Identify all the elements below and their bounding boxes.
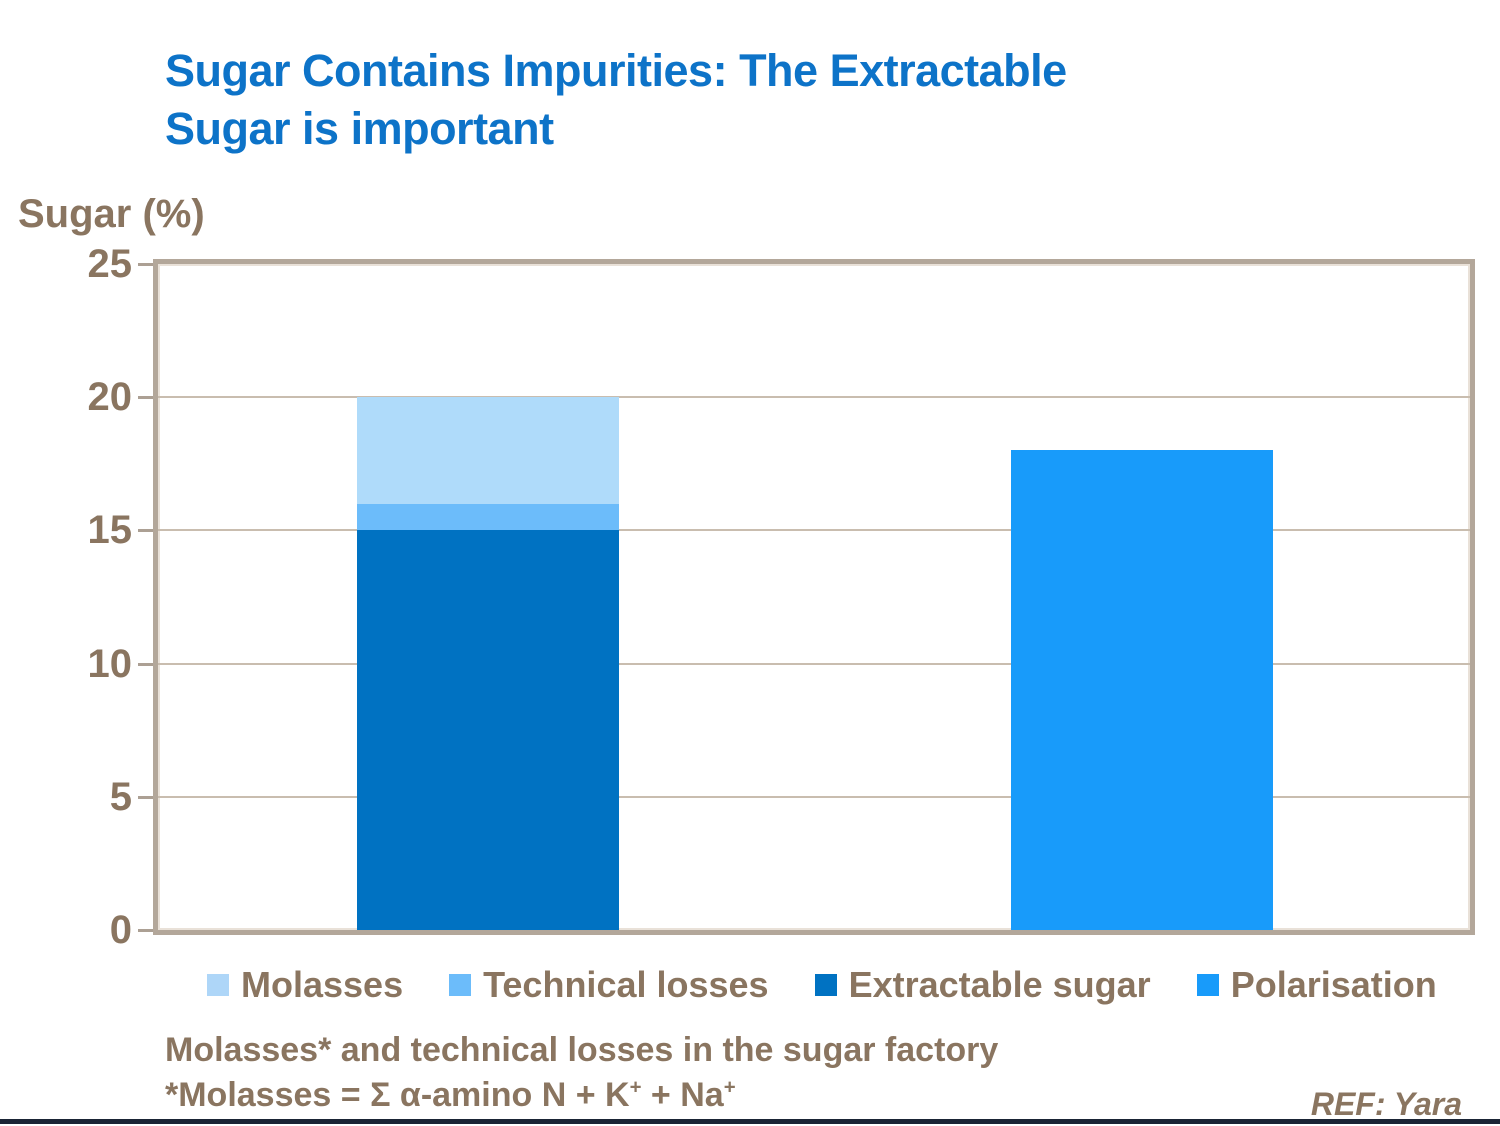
legend-swatch-molasses (207, 974, 229, 996)
y-axis-label: Sugar (%) (18, 192, 205, 236)
legend-label: Molasses (241, 964, 404, 1005)
footnote-line2: *Molasses = Σ α-amino N + K+ + Na+ (165, 1073, 998, 1118)
y-tick-mark-20 (138, 396, 153, 400)
slide-title-line2: Sugar is important (165, 102, 554, 154)
y-tick-label-10: 10 (87, 641, 133, 686)
footnote: Molasses* and technical losses in the su… (165, 1028, 998, 1118)
plot-area (153, 259, 1475, 935)
gridline-15 (158, 529, 1470, 532)
y-tick-mark-0 (138, 929, 153, 932)
bottom-accent-bar (0, 1119, 1500, 1124)
footnote-line1: Molasses* and technical losses in the su… (165, 1031, 999, 1069)
bar-polarisation (1011, 450, 1273, 930)
legend-swatch-extractable-sugar (814, 974, 837, 996)
slide-title: Sugar Contains Impurities: The Extractab… (165, 42, 1345, 157)
y-tick-label-5: 5 (109, 774, 132, 819)
legend-label: Extractable sugar (848, 964, 1151, 1005)
legend-swatch-polarisation (1196, 974, 1219, 996)
legend: Molasses Technical losses Extractable suga… (207, 964, 1437, 1006)
legend-label: Technical losses (483, 964, 769, 1005)
y-tick-label-15: 15 (87, 508, 133, 553)
y-tick-label-0: 0 (109, 908, 132, 952)
y-tick-mark-25 (138, 263, 153, 266)
y-tick-label-20: 20 (87, 375, 133, 420)
gridline-5 (158, 795, 1470, 798)
legend-label: Polarisation (1230, 964, 1437, 1005)
plot-inner (158, 264, 1470, 930)
bar-segment-extractable-sugar (357, 530, 619, 930)
legend-item-technical-losses: Technical losses (449, 964, 769, 1006)
reference-label: REF: Yara (1310, 1086, 1462, 1122)
y-tick-label-25: 25 (87, 242, 133, 286)
footnote-formula-mid: + Na (641, 1076, 724, 1115)
legend-item-extractable-sugar: Extractable sugar (814, 964, 1151, 1006)
gridline-20 (158, 396, 1470, 399)
gridline-10 (158, 662, 1470, 665)
footnote-sup-k-plus: + (629, 1076, 642, 1099)
y-axis-tick-marks (138, 263, 153, 932)
y-tick-mark-15 (138, 529, 153, 533)
legend-item-molasses: Molasses (207, 964, 403, 1006)
legend-item-polarisation: Polarisation (1196, 964, 1437, 1006)
legend-swatch-technical-losses (449, 974, 472, 996)
footnote-sup-na-plus: + (723, 1076, 736, 1099)
y-tick-mark-10 (138, 662, 153, 666)
bar-segment-technical-losses (357, 503, 619, 531)
bar-segment-polarisation (1011, 450, 1273, 930)
footnote-formula-prefix: *Molasses = Σ α-amino N + K (165, 1076, 630, 1115)
stacked-bar-beet-sugar (357, 397, 619, 930)
y-tick-mark-5 (138, 795, 153, 799)
bar-segment-molasses (357, 397, 619, 504)
slide-title-line1: Sugar Contains Impurities: The Extractab… (165, 45, 1067, 96)
y-axis-tick-labels: 0 5 10 15 20 25 (28, 242, 133, 952)
